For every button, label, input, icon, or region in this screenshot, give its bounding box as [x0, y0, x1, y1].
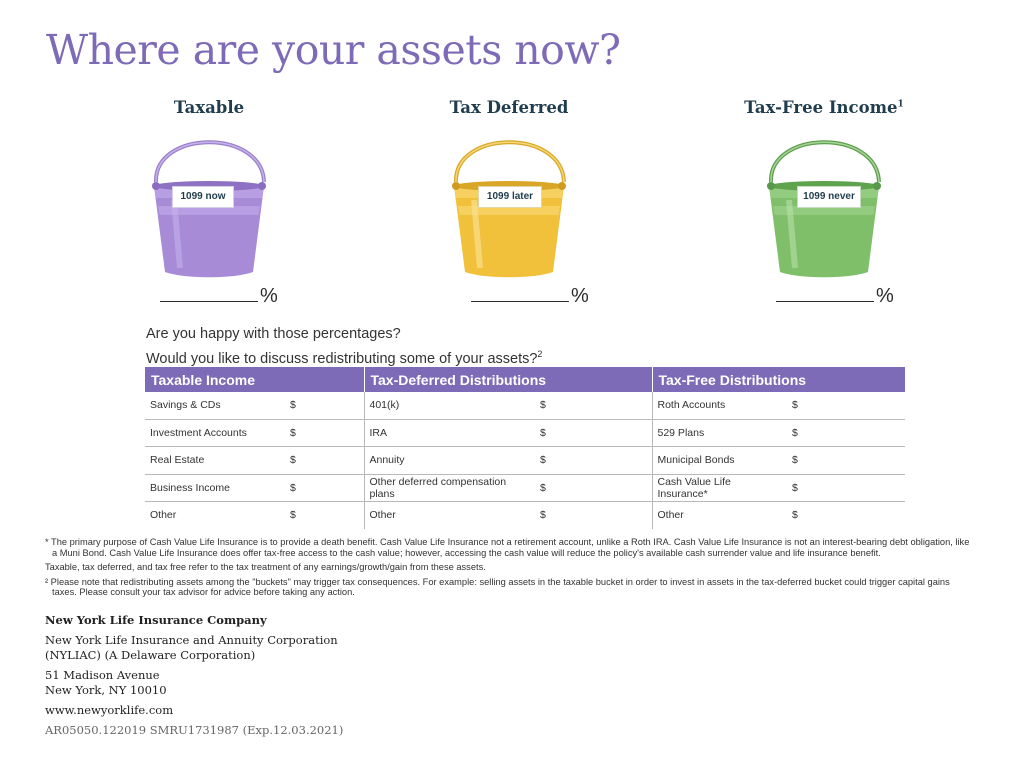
company-address: 51 Madison Avenue New York, NY 10010 — [45, 668, 167, 697]
cell-label: Real Estate — [145, 446, 285, 475]
amount-field[interactable]: $ — [285, 392, 365, 420]
questions: Are you happy with those percentages? Wo… — [146, 324, 542, 369]
question-percentages: Are you happy with those percentages? — [146, 326, 401, 342]
footnote-tax-treatment: Taxable, tax deferred, and tax free refe… — [45, 562, 486, 572]
cell-label: Municipal Bonds — [652, 446, 787, 475]
bucket-tax-deferred: Tax Deferred 1099 later — [394, 98, 624, 280]
amount-field[interactable]: $ — [535, 501, 653, 529]
cell-label: 401(k) — [364, 392, 535, 420]
bucket-title: Taxable — [173, 98, 245, 117]
cell-label: 529 Plans — [652, 419, 787, 447]
company-name: New York Life Insurance Company — [45, 613, 267, 627]
amount-field[interactable]: $ — [285, 419, 365, 447]
bucket-title: Tax Deferred — [449, 98, 569, 117]
cell-label: Business Income — [145, 474, 285, 502]
footnote-redistribution: ² Please note that redistributing assets… — [45, 576, 950, 598]
table-row: Savings & CDs $ 401(k) $ Roth Accounts $ — [145, 392, 905, 420]
tax-free-percent-blank[interactable]: % — [776, 283, 894, 308]
purple-bucket-icon — [152, 140, 266, 278]
cell-label: Investment Accounts — [145, 419, 285, 447]
cell-label: Other deferred compensation plans — [364, 474, 535, 502]
amount-field[interactable]: $ — [535, 446, 653, 475]
cell-label: Other — [150, 509, 177, 522]
header-taxable-income: Taxable Income — [145, 367, 365, 392]
table-row: Business Income $ Other deferred compens… — [145, 474, 905, 502]
table-row: Other $ Other $ Other $ — [145, 501, 905, 529]
amount-field[interactable]: $ — [792, 509, 798, 522]
footnote-cash-value: * The primary purpose of Cash Value Life… — [45, 537, 970, 558]
bucket-title: Tax-Free Income1 — [744, 98, 904, 117]
amount-field[interactable]: $ — [787, 446, 905, 475]
amount-field[interactable]: $ — [285, 474, 365, 502]
table-header-row: Taxable Income Tax-Deferred Distribution… — [145, 367, 905, 392]
document-code: AR05050.122019 SMRU1731987 (Exp.12.03.20… — [45, 723, 344, 737]
amount-field[interactable]: $ — [535, 419, 653, 447]
amount-field[interactable]: $ — [535, 392, 653, 420]
page-title: Where are your assets now? — [46, 26, 621, 74]
cell-label: IRA — [364, 419, 535, 447]
cell-label: Annuity — [364, 446, 535, 475]
question-redistribute: Would you like to discuss redistributing… — [146, 349, 543, 367]
company-info: New York Life Insurance Company New York… — [45, 613, 343, 743]
amount-field[interactable]: $ — [787, 392, 905, 420]
bucket-tag: 1099 later — [478, 186, 542, 208]
company-website[interactable]: www.newyorklife.com — [45, 703, 174, 717]
table-row: Real Estate $ Annuity $ Municipal Bonds … — [145, 446, 905, 475]
cell-label: Roth Accounts — [652, 392, 787, 420]
amount-field[interactable]: $ — [787, 419, 905, 447]
bucket-tax-free: Tax-Free Income1 1099 never — [709, 98, 939, 280]
bucket-tag: 1099 never — [797, 186, 861, 208]
bucket-tag: 1099 now — [172, 186, 234, 208]
header-tax-deferred: Tax-Deferred Distributions — [364, 367, 653, 392]
bucket-taxable: Taxable 1099 now — [94, 98, 324, 280]
assets-table: Taxable Income Tax-Deferred Distribution… — [145, 367, 905, 529]
footnotes: * The primary purpose of Cash Value Life… — [45, 537, 970, 602]
amount-field[interactable]: $ — [285, 501, 365, 529]
cell-label: Other — [657, 509, 684, 522]
tax-deferred-percent-blank[interactable]: % — [471, 283, 589, 308]
amount-field[interactable]: $ — [787, 474, 905, 502]
company-subsidiary: New York Life Insurance and Annuity Corp… — [45, 633, 338, 662]
header-tax-free: Tax-Free Distributions — [652, 367, 905, 392]
cell-label: Other — [369, 509, 396, 522]
amount-field[interactable]: $ — [285, 446, 365, 475]
cell-label: Cash Value Life Insurance* — [652, 474, 787, 502]
table-row: Investment Accounts $ IRA $ 529 Plans $ — [145, 419, 905, 447]
cell-label: Savings & CDs — [145, 392, 285, 420]
amount-field[interactable]: $ — [535, 474, 653, 502]
taxable-percent-blank[interactable]: % — [160, 283, 278, 308]
